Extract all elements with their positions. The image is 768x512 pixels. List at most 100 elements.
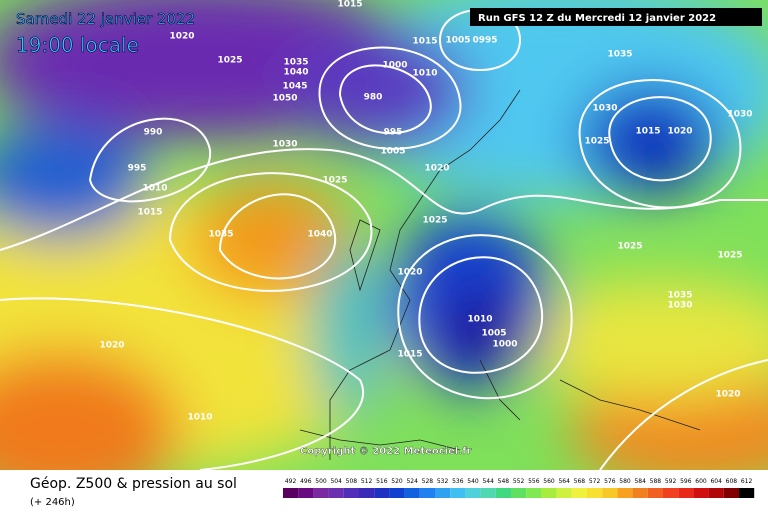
scale-label: 596 (680, 478, 692, 485)
scale-swatch (328, 488, 344, 498)
isobar-label: 1025 (717, 251, 742, 261)
isobar-label: 1010 (467, 315, 492, 325)
isobar-label: 1000 (492, 340, 517, 350)
scale-label: 568 (574, 478, 586, 485)
isobar-label: 995 (384, 128, 403, 138)
scale-label: 548 (498, 478, 510, 485)
isobar-label: 1050 (272, 94, 297, 104)
scale-swatch (678, 488, 694, 498)
isobar-label: 1035 (208, 230, 233, 240)
scale-label: 572 (589, 478, 601, 485)
isobar-label: 1025 (584, 137, 609, 147)
isobar-label: 1015 (397, 350, 422, 360)
scale-label: 524 (406, 478, 418, 485)
scale-label: 588 (650, 478, 662, 485)
isobar-label: 1040 (307, 230, 332, 240)
scale-label: 556 (528, 478, 540, 485)
scale-label: 612 (741, 478, 753, 485)
isobar-label: 1035 (667, 291, 692, 301)
isobar-label: 995 (128, 164, 147, 174)
isobar-label: 1005 (481, 329, 506, 339)
scale-label: 520 (391, 478, 403, 485)
scale-swatch (435, 488, 451, 498)
isobar-label: 1010 (412, 69, 437, 79)
scale-swatch (359, 488, 375, 498)
isobar-label: 1010 (142, 184, 167, 194)
scale-swatch (526, 488, 542, 498)
isobar-label: 1015 (137, 208, 162, 218)
isobar-label: 1000 (382, 61, 407, 71)
scale-label: 492 (285, 478, 297, 485)
scale-label: 504 (330, 478, 342, 485)
isobar-label: 1015 (635, 127, 660, 137)
isobar-label: 1030 (667, 301, 692, 311)
scale-swatch (450, 488, 466, 498)
scale-swatch (663, 488, 679, 498)
isobar-label: 0995 (472, 36, 497, 46)
isobar-label: 1020 (424, 164, 449, 174)
scale-swatch (571, 488, 587, 498)
scale-label: 564 (558, 478, 570, 485)
isobar-label: 1030 (727, 110, 752, 120)
isobar-label: 1020 (667, 127, 692, 137)
scale-label: 580 (619, 478, 631, 485)
scale-swatch (495, 488, 511, 498)
isobar-label: 1030 (592, 104, 617, 114)
scale-swatch (602, 488, 618, 498)
scale-swatch (298, 488, 314, 498)
scale-label: 604 (710, 478, 722, 485)
isobar-label: 1020 (169, 32, 194, 42)
isobar-label: 1025 (322, 176, 347, 186)
isobar-label: 1035 (607, 50, 632, 60)
scale-label: 528 (422, 478, 434, 485)
date: Samedi 22 janvier 2022 (16, 10, 195, 28)
scale-swatch (389, 488, 405, 498)
scale-swatch (556, 488, 572, 498)
isobar-label: 980 (364, 93, 383, 103)
scale-swatch (693, 488, 709, 498)
isobar-label: 1020 (397, 268, 422, 278)
isobar-label: 1020 (99, 341, 124, 351)
scale-label: 576 (604, 478, 616, 485)
isobar-label: 1015 (337, 0, 362, 10)
scale-swatch (541, 488, 557, 498)
scale-label: 496 (300, 478, 312, 485)
isobar-label: 1035 (283, 58, 308, 68)
scale-swatch (283, 488, 299, 498)
scale-label: 552 (513, 478, 525, 485)
isobar-label: 1025 (422, 216, 447, 226)
isobar-label: 1030 (272, 140, 297, 150)
isobar-label: 1025 (617, 242, 642, 252)
product-title: Géop. Z500 & pression au sol (30, 476, 237, 492)
run-banner (470, 8, 762, 26)
scale-label: 516 (376, 478, 388, 485)
scale-label: 592 (665, 478, 677, 485)
scale-label: 560 (543, 478, 555, 485)
lead-time: (+ 246h) (30, 497, 75, 508)
scale-label: 512 (361, 478, 373, 485)
isobar-label: 1015 (412, 37, 437, 47)
scale-label: 544 (482, 478, 494, 485)
scale-swatch (343, 488, 359, 498)
scale-swatch (465, 488, 481, 498)
isobar-label: 990 (144, 128, 163, 138)
isobar-label: 1025 (217, 56, 242, 66)
run-info: Run GFS 12 Z du Mercredi 12 janvier 2022 (478, 13, 716, 24)
isobar-label: 1040 (283, 68, 308, 78)
isobar-label: 1020 (715, 390, 740, 400)
scale-label: 536 (452, 478, 464, 485)
isobar-label: 1005 (445, 36, 470, 46)
scale-label: 532 (437, 478, 449, 485)
scale-swatch (617, 488, 633, 498)
isobar-label: 1005 (380, 147, 405, 157)
scale-label: 608 (726, 478, 738, 485)
isobar-label: 1045 (282, 82, 307, 92)
scale-swatch (374, 488, 390, 498)
scale-swatch (647, 488, 663, 498)
scale-swatch (739, 488, 755, 498)
scale-swatch (419, 488, 435, 498)
scale-swatch (313, 488, 329, 498)
scale-swatch (587, 488, 603, 498)
